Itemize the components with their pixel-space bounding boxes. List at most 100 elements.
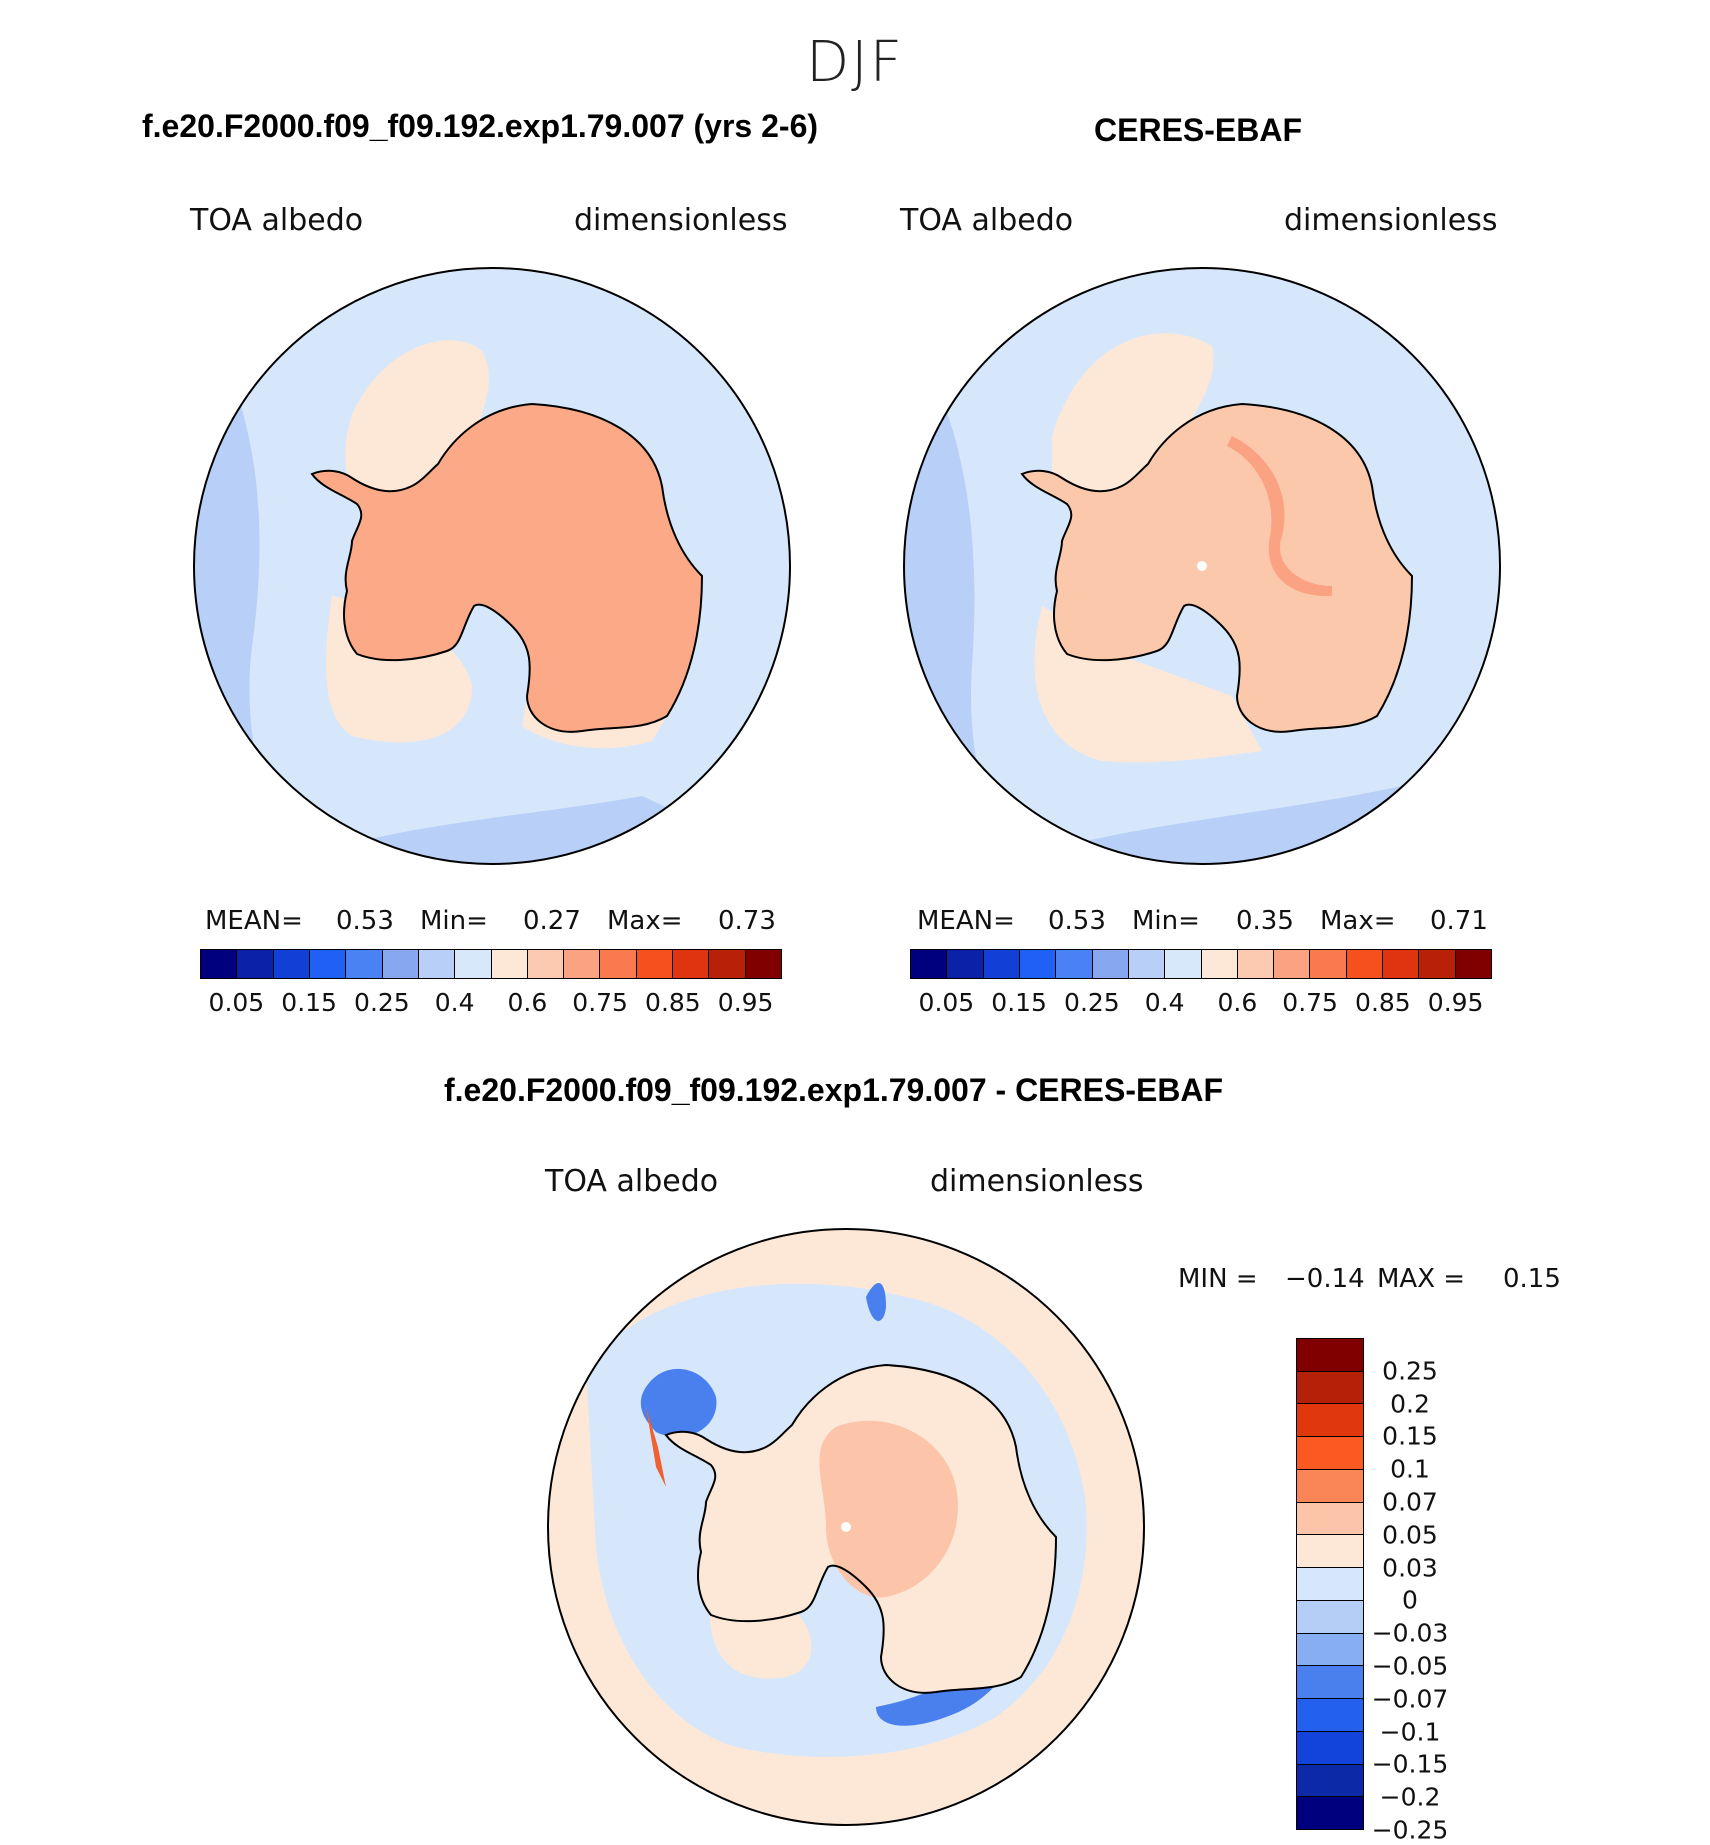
diff-colorbar-swatch (1297, 1666, 1363, 1700)
diff-colorbar-swatch (1297, 1600, 1363, 1634)
model-colorbar-label: 0.05 (208, 988, 265, 1017)
obs-mean-label: MEAN= (917, 906, 1015, 936)
model-max-label: Max= (607, 906, 683, 936)
obs-units-label: dimensionless (1284, 203, 1498, 238)
model-max-value: 0.73 (718, 906, 776, 936)
diff-panel-title: f.e20.F2000.f09_f09.192.exp1.79.007 - CE… (444, 1072, 1224, 1108)
diff-colorbar-swatch (1297, 1699, 1363, 1732)
diff-colorbar-label: −0.03 (1371, 1618, 1449, 1648)
model-colorbar-label: 0.75 (572, 988, 628, 1017)
model-colorbar (200, 949, 782, 979)
obs-colorbar-swatch (1092, 950, 1129, 978)
obs-mean-value: 0.53 (1048, 906, 1106, 936)
diff-polar-map (547, 1228, 1145, 1826)
model-colorbar-label: 0.15 (281, 988, 337, 1017)
obs-colorbar-swatch (911, 950, 948, 978)
diff-colorbar-swatch (1297, 1339, 1363, 1372)
diff-colorbar-label: 0 (1402, 1585, 1418, 1615)
diff-colorbar-swatch (1297, 1633, 1363, 1667)
obs-colorbar-swatch (1346, 950, 1384, 978)
model-colorbar-label: 0.95 (717, 988, 774, 1017)
model-colorbar-swatch (382, 950, 419, 978)
diff-colorbar-label: 0.2 (1390, 1389, 1430, 1419)
model-colorbar-label: 0.85 (645, 988, 701, 1017)
obs-colorbar-swatch (947, 950, 984, 978)
diff-colorbar-label: −0.05 (1371, 1651, 1449, 1681)
diff-colorbar-swatch (1297, 1731, 1363, 1765)
model-mean-value: 0.53 (336, 906, 394, 936)
obs-colorbar-swatch (983, 950, 1020, 978)
model-colorbar-swatch (201, 950, 238, 978)
model-colorbar-swatch (709, 950, 746, 978)
obs-max-value: 0.71 (1430, 906, 1488, 936)
diff-colorbar-swatch (1297, 1568, 1363, 1601)
diff-hot-peninsula (646, 1407, 666, 1487)
diff-colorbar-label: −0.25 (1371, 1815, 1449, 1845)
model-map-boundary (193, 267, 791, 865)
model-panel-title: f.e20.F2000.f09_f09.192.exp1.79.007 (yrs… (142, 108, 819, 144)
obs-colorbar-swatch (1455, 950, 1491, 978)
diff-min-value: −0.14 (1285, 1264, 1365, 1294)
obs-colorbar-swatch (1019, 950, 1057, 978)
diff-neg-anomaly-west (640, 1368, 717, 1438)
obs-variable-label: TOA albedo (900, 203, 1074, 238)
diff-max-label: MAX = (1377, 1264, 1466, 1294)
diff-variable-label: TOA albedo (545, 1164, 719, 1199)
obs-colorbar-swatch (1128, 950, 1166, 978)
diff-colorbar-swatch (1297, 1797, 1363, 1830)
diff-colorbar-label: 0.05 (1382, 1520, 1438, 1550)
model-min-label: Min= (420, 906, 488, 936)
model-colorbar-swatch (564, 950, 601, 978)
diff-colorbar-swatch (1297, 1371, 1363, 1405)
obs-plateau-ridge (1227, 436, 1332, 597)
season-title: DJF (806, 30, 904, 95)
obs-colorbar-swatch (1383, 950, 1420, 978)
diff-units-label: dimensionless (930, 1164, 1144, 1199)
model-polar-map (193, 267, 791, 865)
obs-colorbar-swatch (1237, 950, 1275, 978)
model-colorbar-swatch (673, 950, 710, 978)
diff-colorbar-label: 0.25 (1382, 1356, 1438, 1386)
obs-colorbar-swatch (1274, 950, 1311, 978)
obs-colorbar-swatch (1419, 950, 1456, 978)
obs-pole-hole (1197, 561, 1207, 571)
model-colorbar-label: 0.4 (434, 988, 475, 1017)
model-colorbar-label: 0.6 (507, 988, 548, 1017)
obs-colorbar-label: 0.6 (1217, 988, 1258, 1017)
diff-neg-anomaly-east (876, 1587, 1023, 1726)
model-colorbar-swatch (418, 950, 456, 978)
diff-colorbar-swatch (1297, 1764, 1363, 1798)
model-mean-label: MEAN= (205, 906, 303, 936)
obs-max-label: Max= (1320, 906, 1396, 936)
diff-colorbar (1296, 1338, 1364, 1830)
obs-colorbar-swatch (1201, 950, 1238, 978)
obs-colorbar-swatch (1165, 950, 1202, 978)
obs-colorbar-label: 0.15 (991, 988, 1047, 1017)
model-colorbar-label: 0.25 (354, 988, 410, 1017)
obs-colorbar (910, 949, 1492, 979)
diff-neg-anomaly-north (866, 1283, 886, 1321)
diff-colorbar-label: −0.2 (1379, 1782, 1441, 1812)
obs-min-value: 0.35 (1236, 906, 1294, 936)
model-min-value: 0.27 (523, 906, 581, 936)
obs-map-boundary (903, 267, 1501, 865)
obs-polar-map (903, 267, 1501, 865)
model-colorbar-swatch (527, 950, 565, 978)
diff-colorbar-label: 0.1 (1390, 1454, 1430, 1484)
model-units-label: dimensionless (574, 203, 788, 238)
obs-colorbar-label: 0.95 (1427, 988, 1484, 1017)
diff-pole-hole (841, 1522, 851, 1532)
obs-panel-title: CERES-EBAF (1094, 112, 1303, 148)
model-colorbar-swatch (455, 950, 492, 978)
obs-colorbar-swatch (1310, 950, 1347, 978)
model-colorbar-swatch (309, 950, 347, 978)
obs-colorbar-label: 0.75 (1282, 988, 1338, 1017)
obs-colorbar-swatch (1056, 950, 1093, 978)
obs-colorbar-label: 0.25 (1064, 988, 1120, 1017)
model-colorbar-swatch (237, 950, 274, 978)
model-colorbar-swatch (346, 950, 383, 978)
obs-cloud-band-north (1052, 333, 1214, 496)
diff-max-value: 0.15 (1503, 1264, 1561, 1294)
diff-colorbar-swatch (1297, 1502, 1363, 1536)
obs-colorbar-label: 0.4 (1144, 988, 1185, 1017)
